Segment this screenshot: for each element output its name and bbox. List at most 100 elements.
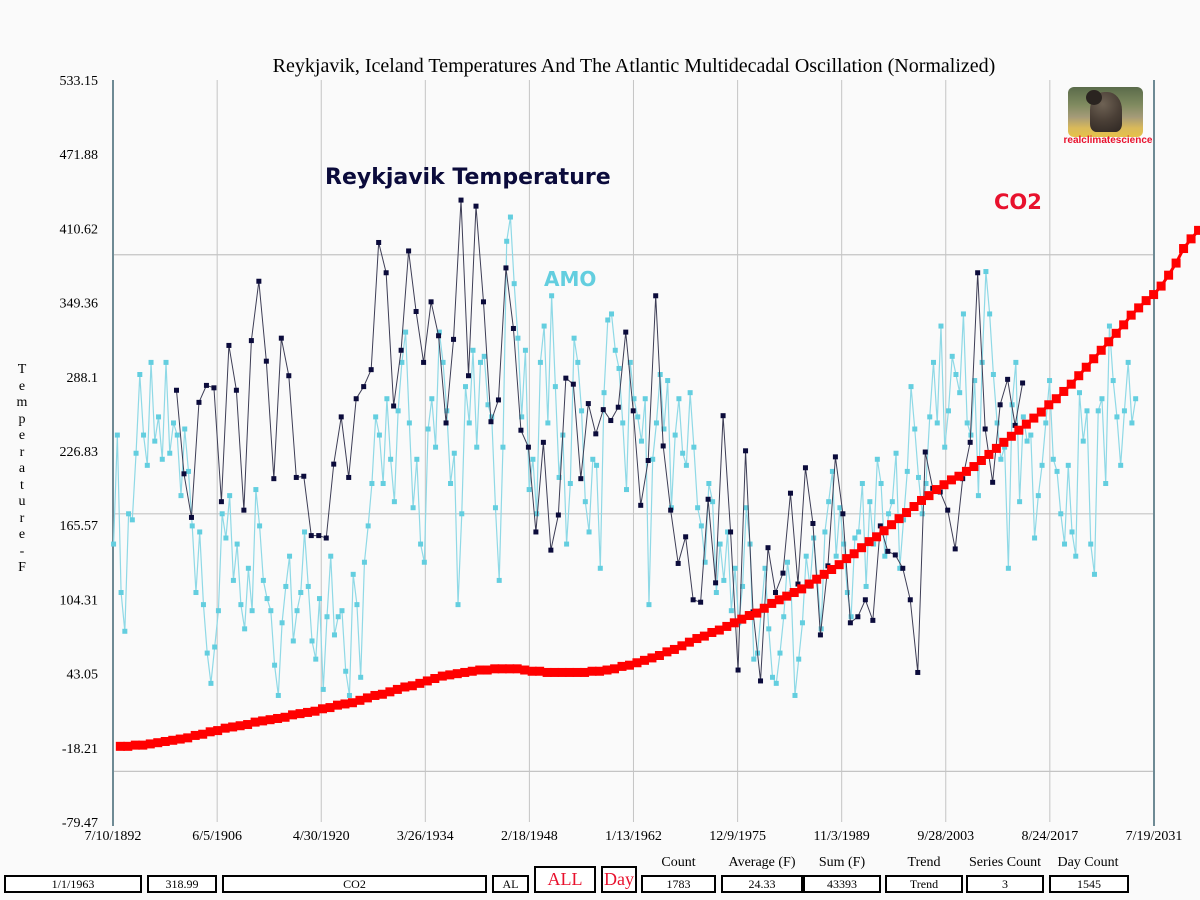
trend-field[interactable]: Trend xyxy=(885,875,963,893)
data-point xyxy=(698,599,704,605)
data-point xyxy=(630,408,636,414)
date-field[interactable]: 1/1/1963 xyxy=(4,875,142,893)
data-point xyxy=(939,480,949,490)
data-point xyxy=(575,359,581,365)
data-point xyxy=(455,602,461,608)
data-point xyxy=(380,481,386,487)
data-point xyxy=(882,553,888,559)
y-axis-label-letter: e xyxy=(18,527,26,542)
data-point xyxy=(227,493,233,499)
data-point xyxy=(1069,529,1075,535)
data-point xyxy=(837,505,843,511)
all-button[interactable]: ALL xyxy=(534,866,596,893)
data-point xyxy=(473,203,479,209)
data-point xyxy=(190,730,200,740)
data-point xyxy=(826,499,832,505)
data-point xyxy=(515,335,521,341)
data-point xyxy=(548,547,554,553)
data-point xyxy=(735,667,741,673)
data-point xyxy=(579,408,585,414)
x-tick-label: 12/9/1975 xyxy=(709,829,766,844)
data-point xyxy=(594,462,600,468)
y-axis-label-letter: T xyxy=(17,362,27,377)
data-point xyxy=(377,689,387,699)
data-point xyxy=(931,485,941,495)
value-field[interactable]: 318.99 xyxy=(147,875,217,893)
data-point xyxy=(676,396,682,402)
data-point xyxy=(519,414,525,420)
data-point xyxy=(219,511,225,517)
data-point xyxy=(203,382,209,388)
data-point xyxy=(654,650,664,660)
data-point xyxy=(582,499,588,505)
day-count-field[interactable]: 1545 xyxy=(1049,875,1129,893)
y-axis-label-letter: e xyxy=(18,378,26,394)
data-point xyxy=(780,570,786,576)
data-point xyxy=(635,414,641,420)
series-line xyxy=(112,216,1137,696)
data-point xyxy=(111,541,117,547)
x-tick-label: 7/19/2031 xyxy=(1126,829,1183,844)
sum-field[interactable]: 43393 xyxy=(803,875,881,893)
data-point xyxy=(153,738,163,748)
data-point xyxy=(445,670,455,680)
data-point xyxy=(982,426,988,432)
data-point xyxy=(395,408,401,414)
data-point xyxy=(1088,541,1094,547)
data-point xyxy=(1047,378,1053,384)
data-point xyxy=(293,474,299,480)
data-point xyxy=(144,462,150,468)
data-point xyxy=(833,553,839,559)
y-axis-label-letter: r xyxy=(19,510,25,526)
data-point xyxy=(257,523,263,529)
data-point xyxy=(316,533,322,539)
data-point xyxy=(530,456,536,462)
data-point xyxy=(436,333,442,339)
data-point xyxy=(205,727,215,737)
data-point xyxy=(1021,419,1031,429)
region-field[interactable]: AL xyxy=(492,875,529,893)
logo-text: realclimatescience xyxy=(1063,135,1153,146)
data-point xyxy=(615,404,621,410)
data-point xyxy=(1013,359,1019,365)
data-point xyxy=(466,373,472,379)
data-point xyxy=(421,359,427,365)
data-point xyxy=(683,534,689,540)
trend-label: Trend xyxy=(907,855,941,870)
data-point xyxy=(1080,438,1086,444)
data-point xyxy=(624,660,634,670)
data-point xyxy=(173,387,179,393)
data-point xyxy=(834,560,844,570)
data-point xyxy=(475,665,485,675)
data-point xyxy=(927,414,933,420)
data-point xyxy=(200,602,206,608)
x-tick-label: 2/18/1948 xyxy=(501,829,558,844)
series-field[interactable]: CO2 xyxy=(222,875,487,893)
data-point xyxy=(822,529,828,535)
data-point xyxy=(398,347,404,353)
data-point xyxy=(331,632,337,638)
data-point xyxy=(354,602,360,608)
data-point xyxy=(301,473,307,479)
data-point xyxy=(204,650,210,656)
data-point xyxy=(702,559,708,565)
count-field[interactable]: 1783 xyxy=(641,875,716,893)
data-point xyxy=(148,359,154,365)
annotation-reykjavik-temperature: Reykjavik Temperature xyxy=(325,165,611,190)
series-count-field[interactable]: 3 xyxy=(966,875,1044,893)
data-point xyxy=(198,729,208,739)
data-point xyxy=(1054,468,1060,474)
data-point xyxy=(407,681,417,691)
data-point xyxy=(552,384,558,390)
data-point xyxy=(555,512,561,518)
data-point xyxy=(383,270,389,276)
day-button[interactable]: Day xyxy=(601,866,637,893)
data-point xyxy=(587,666,597,676)
data-point xyxy=(609,311,615,317)
annotation-amo: AMO xyxy=(544,267,596,291)
data-point xyxy=(1133,396,1139,402)
data-point xyxy=(1012,422,1018,428)
average-label: Average (F) xyxy=(728,855,796,870)
average-field[interactable]: 24.33 xyxy=(721,875,803,893)
y-axis-label-letter: p xyxy=(18,411,26,427)
